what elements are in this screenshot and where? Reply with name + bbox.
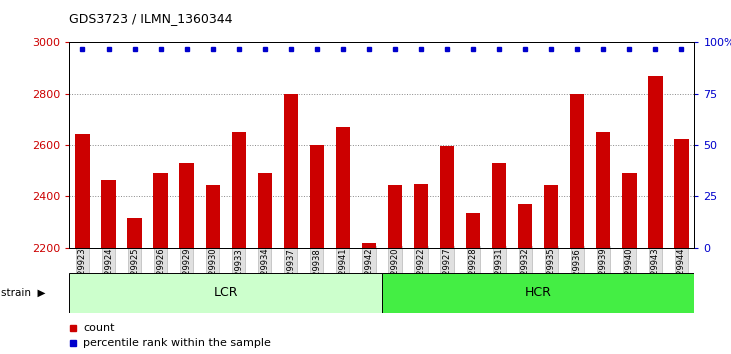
Bar: [440, 147, 454, 248]
Bar: [492, 163, 507, 248]
Bar: [362, 243, 376, 248]
Bar: [466, 213, 480, 248]
Bar: [284, 94, 298, 248]
Bar: [570, 94, 584, 248]
Bar: [388, 185, 402, 248]
Bar: [544, 185, 558, 248]
Text: percentile rank within the sample: percentile rank within the sample: [83, 338, 271, 348]
Bar: [75, 133, 90, 248]
Bar: [674, 139, 689, 248]
Bar: [648, 76, 662, 248]
Bar: [257, 173, 272, 248]
Text: LCR: LCR: [213, 286, 238, 299]
Text: HCR: HCR: [525, 286, 552, 299]
Bar: [518, 204, 532, 248]
Bar: [154, 173, 167, 248]
Bar: [69, 273, 382, 313]
Bar: [336, 127, 350, 248]
Text: count: count: [83, 322, 115, 332]
Bar: [622, 173, 637, 248]
Bar: [232, 132, 246, 248]
Bar: [127, 218, 142, 248]
Bar: [310, 145, 324, 248]
Bar: [382, 273, 694, 313]
Bar: [102, 180, 115, 248]
Text: strain  ▶: strain ▶: [1, 288, 45, 298]
Bar: [180, 163, 194, 248]
Bar: [414, 184, 428, 248]
Bar: [205, 185, 220, 248]
Bar: [596, 132, 610, 248]
Text: GDS3723 / ILMN_1360344: GDS3723 / ILMN_1360344: [69, 12, 233, 25]
